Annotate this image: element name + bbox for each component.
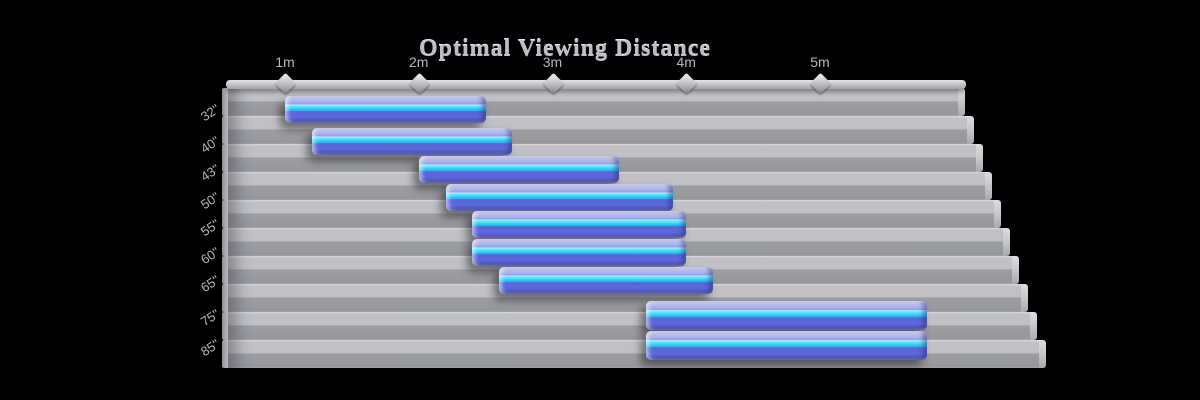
range-bar-85in <box>646 331 927 360</box>
chart-title: Optimal Viewing Distance <box>419 36 711 62</box>
x-axis-line: 1m 2m 3m 4m 5m <box>226 54 966 95</box>
x-tick-label: 5m <box>810 54 830 70</box>
x-tick-label: 4m <box>676 54 696 70</box>
range-bar-65in <box>499 267 713 294</box>
x-tick-label: 3m <box>542 54 563 70</box>
range-bar-43in <box>418 156 620 183</box>
x-tick-label: 1m <box>275 54 295 70</box>
range-bar-40in <box>311 128 513 155</box>
range-bar-32in <box>285 96 486 123</box>
range-bar-60in <box>472 239 687 266</box>
x-tick-label: 2m <box>409 54 429 70</box>
range-bar-55in <box>472 211 687 238</box>
range-bar-75in <box>646 301 927 330</box>
range-bar-50in <box>445 184 673 211</box>
